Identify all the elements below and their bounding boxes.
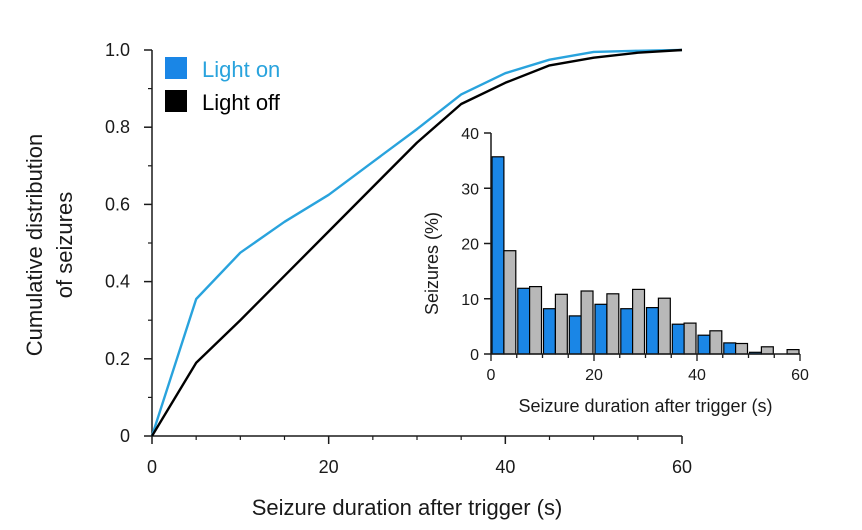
y-tick-label: 0.2 xyxy=(105,349,130,369)
bar-light-off xyxy=(580,290,594,355)
bar-light-on xyxy=(697,334,711,355)
y-tick-label: 0.4 xyxy=(105,272,130,292)
inset-x-tick-label: 40 xyxy=(688,367,706,384)
legend-swatch-light-on xyxy=(165,57,187,79)
y-axis-label-line: of seizures xyxy=(52,192,77,298)
inset-y-tick-label: 0 xyxy=(470,347,479,364)
y-axis-label: Cumulative distribution of seizures xyxy=(22,134,77,357)
y-tick-label: 1.0 xyxy=(105,40,130,60)
legend: Light on Light off xyxy=(165,57,281,115)
bar-light-off xyxy=(709,330,723,355)
inset-x-tick-label: 0 xyxy=(487,367,496,384)
x-axis-label: Seizure duration after trigger (s) xyxy=(252,495,563,520)
bar-light-on xyxy=(517,287,531,355)
x-tick-label: 40 xyxy=(495,457,515,477)
legend-label-light-on: Light on xyxy=(202,57,280,82)
y-tick-label: 0.6 xyxy=(105,194,130,214)
bar-light-off xyxy=(657,297,671,355)
bar-light-on xyxy=(671,323,685,355)
y-axis-label-line: Cumulative distribution xyxy=(22,134,47,357)
bar-light-on xyxy=(568,315,582,355)
x-tick-label: 60 xyxy=(672,457,692,477)
cumulative-distribution-chart: 0 0.2 0.4 0.6 0.8 1.0 0 20 40 60 Seizure duration … xyxy=(22,40,692,520)
bar-light-off xyxy=(528,286,543,355)
bar-light-off xyxy=(631,288,646,355)
inset-y-tick-label: 20 xyxy=(461,237,479,254)
inset-x-axis-label: Seizure duration after trigger (s) xyxy=(518,396,772,416)
bar-light-off xyxy=(683,322,697,355)
x-tick-label: 20 xyxy=(319,457,339,477)
bar-light-off xyxy=(606,293,620,355)
x-tick-label: 0 xyxy=(147,457,157,477)
bar-light-off xyxy=(734,342,749,355)
bar-light-off xyxy=(554,293,568,355)
bar-light-off xyxy=(760,346,774,355)
y-tick-label: 0 xyxy=(120,426,130,446)
inset-y-axis-label: Seizures (%) xyxy=(422,212,442,315)
inset-y-tick-label: 40 xyxy=(461,126,479,143)
legend-swatch-light-off xyxy=(165,90,187,112)
inset-y-tick-label: 10 xyxy=(461,292,479,309)
bar-light-on xyxy=(491,156,505,355)
series-line-light-on xyxy=(150,48,683,437)
inset-y-tick-label: 30 xyxy=(461,181,479,198)
inset-histogram-chart: 0 10 20 30 40 0 20 40 60 Seizure duration after t… xyxy=(422,126,809,416)
inset-x-tick-label: 60 xyxy=(791,367,809,384)
bar-light-on xyxy=(645,307,659,355)
legend-label-light-off: Light off xyxy=(202,90,281,115)
y-tick-label: 0.8 xyxy=(105,117,130,137)
bar-light-on xyxy=(594,303,608,355)
inset-x-tick-label: 20 xyxy=(585,367,603,384)
bar-light-on xyxy=(542,308,556,355)
bar-light-off xyxy=(503,250,517,355)
bar-light-on xyxy=(723,342,737,355)
bar-light-on xyxy=(620,308,634,355)
series-line-light-off xyxy=(150,48,683,437)
